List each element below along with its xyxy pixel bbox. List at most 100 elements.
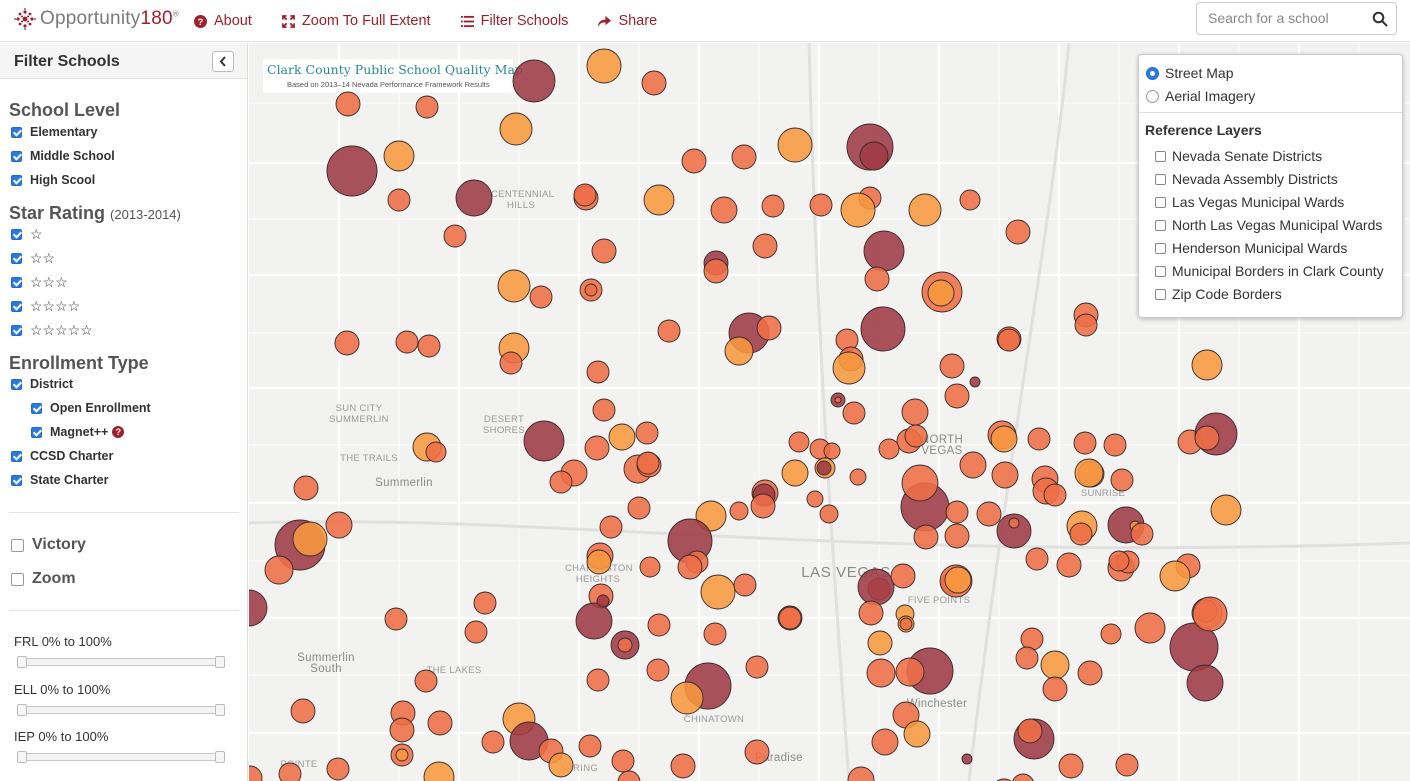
school-marker[interactable] xyxy=(1012,773,1034,781)
school-marker[interactable] xyxy=(867,630,893,656)
school-marker[interactable] xyxy=(586,668,610,692)
star-1-checkbox[interactable]: ☆ xyxy=(11,226,43,243)
school-marker[interactable] xyxy=(611,749,635,773)
school-marker[interactable] xyxy=(292,521,328,557)
school-marker[interactable] xyxy=(750,493,776,519)
school-marker[interactable] xyxy=(777,127,813,163)
open-enrollment-checkbox[interactable]: Open Enrollment xyxy=(31,401,151,415)
school-marker[interactable] xyxy=(1210,494,1242,526)
checkbox-checked[interactable] xyxy=(11,474,22,486)
school-marker[interactable] xyxy=(745,655,769,679)
school-marker[interactable] xyxy=(863,230,905,272)
school-marker[interactable] xyxy=(647,613,671,637)
school-marker[interactable] xyxy=(899,617,913,631)
school-marker[interactable] xyxy=(1077,660,1103,686)
iep-max-handle[interactable] xyxy=(215,751,225,763)
nlv-wards-checkbox[interactable]: North Las Vegas Municipal Wards xyxy=(1155,217,1382,233)
high-school-checkbox[interactable]: High Scool xyxy=(11,173,95,187)
school-marker[interactable] xyxy=(860,306,906,352)
school-marker[interactable] xyxy=(1058,753,1084,779)
school-marker[interactable] xyxy=(834,396,842,404)
school-marker[interactable] xyxy=(731,144,757,170)
school-marker[interactable] xyxy=(864,266,890,292)
school-marker[interactable] xyxy=(586,48,622,84)
school-marker[interactable] xyxy=(913,524,939,550)
school-marker[interactable] xyxy=(549,470,573,494)
school-marker[interactable] xyxy=(724,336,754,366)
school-marker[interactable] xyxy=(816,460,832,476)
school-marker[interactable] xyxy=(1110,468,1134,492)
school-marker[interactable] xyxy=(1100,623,1122,645)
star-3-checkbox[interactable]: ☆☆☆ xyxy=(11,274,68,291)
school-marker[interactable] xyxy=(592,398,616,422)
school-marker[interactable] xyxy=(895,657,925,687)
frl-range-slider[interactable] xyxy=(17,656,225,668)
school-marker[interactable] xyxy=(278,762,302,781)
checkbox-checked[interactable] xyxy=(11,229,22,240)
school-marker[interactable] xyxy=(997,328,1021,352)
school-marker[interactable] xyxy=(646,658,670,682)
checkbox-unchecked[interactable] xyxy=(1155,242,1166,254)
school-marker[interactable] xyxy=(387,188,411,212)
radio-selected[interactable] xyxy=(1146,66,1159,80)
school-marker[interactable] xyxy=(293,475,319,501)
zoom-full-extent-link[interactable]: Zoom To Full Extent xyxy=(281,13,431,29)
school-marker[interactable] xyxy=(778,606,802,630)
school-marker[interactable] xyxy=(904,424,928,448)
school-marker[interactable] xyxy=(627,496,651,520)
filter-schools-link[interactable]: Filter Schools xyxy=(460,13,568,29)
zoom-checkbox[interactable]: Zoom xyxy=(11,570,76,588)
ccsd-charter-checkbox[interactable]: CCSD Charter xyxy=(11,449,113,463)
star-4-checkbox[interactable]: ☆☆☆☆ xyxy=(11,298,80,315)
checkbox-checked[interactable] xyxy=(11,253,22,264)
brand-logo[interactable]: Opportunity180® xyxy=(14,8,179,30)
school-marker[interactable] xyxy=(326,145,378,197)
school-marker[interactable] xyxy=(809,193,833,217)
school-marker[interactable] xyxy=(639,556,661,578)
school-marker[interactable] xyxy=(529,285,553,309)
checkbox-checked[interactable] xyxy=(11,174,22,186)
school-marker[interactable] xyxy=(744,739,770,765)
school-marker[interactable] xyxy=(617,637,633,653)
school-marker[interactable] xyxy=(1186,664,1224,702)
checkbox-checked[interactable] xyxy=(11,378,22,390)
school-marker[interactable] xyxy=(425,441,447,463)
school-marker[interactable] xyxy=(761,194,785,218)
school-marker[interactable] xyxy=(945,500,969,524)
iep-range-slider[interactable] xyxy=(17,751,225,763)
magnet-help-icon[interactable]: ? xyxy=(112,426,125,438)
about-link[interactable]: ? About xyxy=(194,13,252,29)
school-marker[interactable] xyxy=(806,490,824,508)
school-marker[interactable] xyxy=(1027,427,1051,451)
collapse-sidebar-button[interactable] xyxy=(212,51,234,72)
school-marker[interactable] xyxy=(325,511,353,539)
star-2-checkbox[interactable]: ☆☆ xyxy=(11,250,55,267)
elementary-checkbox[interactable]: Elementary xyxy=(11,125,97,139)
school-marker[interactable] xyxy=(578,734,602,758)
school-marker[interactable] xyxy=(857,568,895,606)
checkbox-unchecked[interactable] xyxy=(11,538,24,552)
school-marker[interactable] xyxy=(677,554,703,580)
checkbox-checked[interactable] xyxy=(11,325,22,336)
school-marker[interactable] xyxy=(961,753,973,765)
school-marker[interactable] xyxy=(326,757,350,781)
checkbox-checked[interactable] xyxy=(31,402,42,414)
school-marker[interactable] xyxy=(670,681,704,715)
school-marker[interactable] xyxy=(499,112,533,146)
school-marker[interactable] xyxy=(976,501,1002,527)
school-marker[interactable] xyxy=(608,423,636,451)
school-marker[interactable] xyxy=(264,555,294,585)
checkbox-checked[interactable] xyxy=(31,426,42,438)
checkbox-checked[interactable] xyxy=(11,126,22,138)
school-marker[interactable] xyxy=(636,451,660,475)
school-marker[interactable] xyxy=(586,549,612,575)
school-marker[interactable] xyxy=(584,283,598,297)
radio-unselected[interactable] xyxy=(1146,89,1159,103)
state-charter-checkbox[interactable]: State Charter xyxy=(11,473,109,487)
school-marker[interactable] xyxy=(823,442,841,460)
share-link[interactable]: Share xyxy=(598,13,657,29)
school-marker[interactable] xyxy=(249,765,263,781)
school-marker[interactable] xyxy=(427,710,453,736)
school-marker[interactable] xyxy=(334,330,360,356)
school-marker[interactable] xyxy=(464,620,488,644)
